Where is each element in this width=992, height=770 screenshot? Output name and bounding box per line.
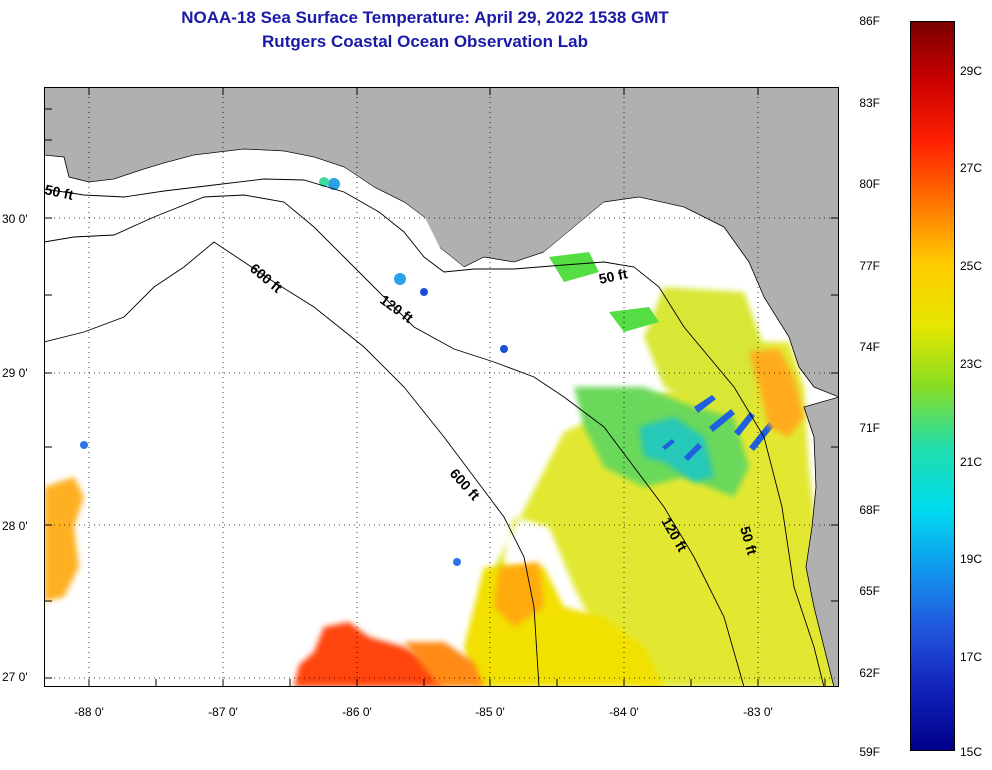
colorbar-f-59: 59F	[859, 745, 880, 759]
colorbar-c-27: 27C	[960, 161, 983, 175]
sst-patch-warm-red	[294, 622, 444, 687]
sst-patch-coastal-orange	[749, 349, 804, 437]
contour-50ft	[44, 178, 825, 687]
colorbar-f-74: 74F	[859, 340, 880, 354]
sst-patch-shelf-yellow-2	[644, 287, 764, 417]
lat-label-29: 29 0'	[2, 366, 28, 380]
temperature-colorbar	[910, 21, 955, 751]
sst-patch-west-orange	[44, 477, 84, 602]
depth-contours	[44, 178, 825, 687]
colorbar-c-21: 21C	[960, 455, 983, 469]
colorbar-f-80: 80F	[859, 177, 880, 191]
lat-label-27: 27 0'	[2, 670, 28, 684]
land-peninsula-se	[803, 396, 839, 687]
sst-blue-streaks	[662, 395, 774, 461]
sst-patch-south-orange	[494, 562, 544, 627]
chart-subtitle: Rutgers Coastal Ocean Observation Lab	[262, 32, 588, 51]
sst-patch-warm-orange	[404, 642, 484, 687]
lon-label-87: -87 0'	[208, 705, 238, 719]
lon-label-88: -88 0'	[74, 705, 104, 719]
lon-label-84: -84 0'	[609, 705, 639, 719]
contour-label-50ft-east: 50 ft	[597, 265, 629, 287]
chart-title: NOAA-18 Sea Surface Temperature: April 2…	[181, 8, 669, 27]
sst-map: 50 ft 50 ft 50 ft 120 ft 120 ft 600 ft 6…	[44, 87, 839, 687]
sst-patch-shelf-yellow	[484, 342, 839, 687]
colorbar-f-83: 83F	[859, 96, 880, 110]
lon-label-83: -83 0'	[743, 705, 773, 719]
colorbar-c-17: 17C	[960, 650, 983, 664]
lon-label-85: -85 0'	[475, 705, 505, 719]
contour-label-50ft-west: 50 ft	[44, 181, 75, 203]
colorbar-c-29: 29C	[960, 64, 983, 78]
lat-label-30: 30 0'	[2, 212, 28, 226]
colorbar-c-15: 15C	[960, 745, 983, 759]
land	[44, 87, 839, 398]
colorbar-c-23: 23C	[960, 357, 983, 371]
colorbar-f-68: 68F	[859, 503, 880, 517]
lon-label-86: -86 0'	[342, 705, 372, 719]
colorbar-f-65: 65F	[859, 584, 880, 598]
colorbar-c-25: 25C	[960, 259, 983, 273]
colorbar-f-62: 62F	[859, 666, 880, 680]
graticule	[44, 87, 839, 687]
colorbar-f-71: 71F	[859, 421, 880, 435]
colorbar-f-86: 86F	[859, 14, 880, 28]
colorbar-f-77: 77F	[859, 259, 880, 273]
sst-data-layer	[44, 177, 839, 687]
lat-label-28: 28 0'	[2, 519, 28, 533]
colorbar-c-19: 19C	[960, 552, 983, 566]
contour-600ft	[44, 241, 540, 687]
contour-120ft	[44, 194, 745, 687]
contour-label-50ft-south: 50 ft	[737, 524, 760, 556]
sst-patch-teal	[639, 417, 714, 482]
